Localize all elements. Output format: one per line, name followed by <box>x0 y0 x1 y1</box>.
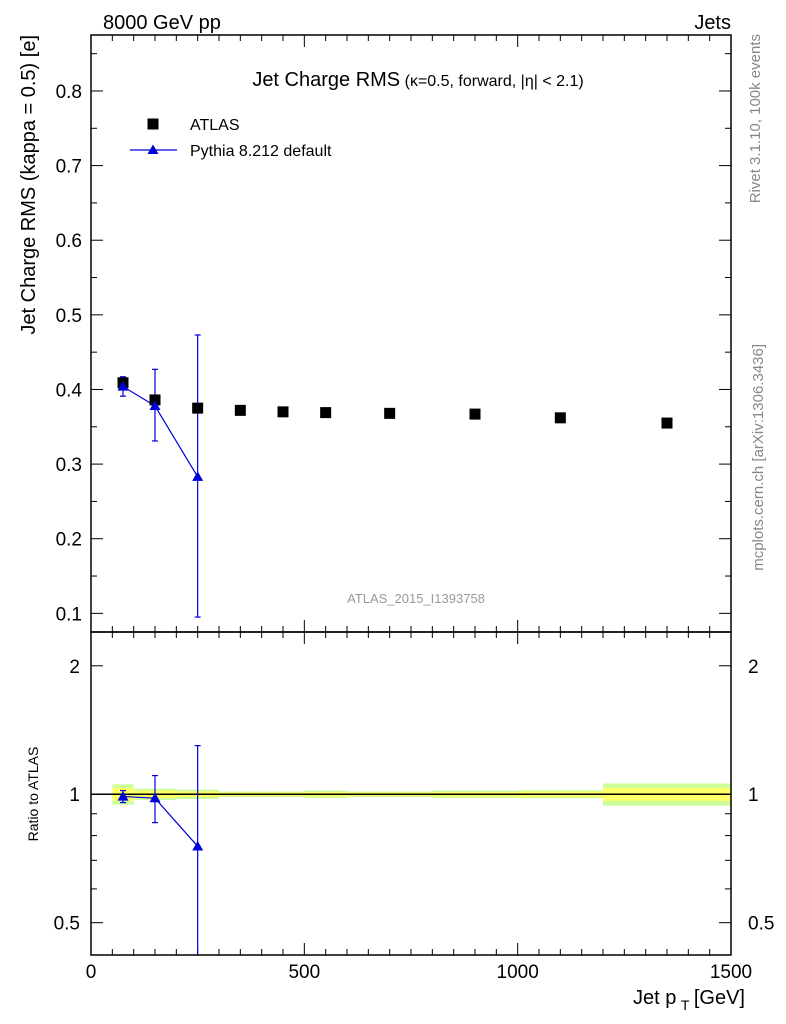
legend-label-pythia: Pythia 8.212 default <box>190 143 332 160</box>
header-left: 8000 GeV pp <box>103 12 221 34</box>
ratio-y-tick-labels: 0.5 0.5 1 1 2 2 <box>54 657 775 935</box>
plot-title-main: Jet Charge RMS <box>252 69 400 91</box>
ratio-y-tick-label-right: 2 <box>748 657 759 678</box>
ratio-y-tick-label-right: 0.5 <box>748 914 774 935</box>
ratio-y-tick-label: 1 <box>69 785 80 806</box>
pythia-data-point <box>117 380 129 391</box>
main-y-tick-label: 0.1 <box>56 604 82 625</box>
main-panel: 0.1 0.2 0.3 0.4 0.5 0.6 0.7 0.8 Jet Charge RMS … <box>18 34 732 633</box>
main-y-tick-label: 0.3 <box>56 455 82 476</box>
ratio-pythia-point <box>117 790 129 801</box>
atlas-data-point <box>149 394 161 406</box>
ratio-data-layer <box>117 745 204 955</box>
ratio-y-tick-label: 0.5 <box>54 914 80 935</box>
legend-marker-pythia <box>147 144 159 154</box>
atlas-data-point <box>192 402 204 414</box>
main-y-tick-label: 0.6 <box>56 231 82 252</box>
ratio-panel: 0.5 0.5 1 1 2 2 0 500 1000 1500 Ratio to ATLAS J… <box>25 631 775 1014</box>
main-axis-ticks <box>90 35 732 632</box>
ratio-y-axis-label: Ratio to ATLAS <box>25 747 41 842</box>
main-y-tick-labels: 0.1 0.2 0.3 0.4 0.5 0.6 0.7 0.8 <box>56 82 83 625</box>
ratio-pythia-point <box>192 840 204 851</box>
x-tick-label: 1000 <box>497 962 539 983</box>
x-tick-label: 1500 <box>710 962 752 983</box>
x-tick-label: 0 <box>86 962 97 983</box>
atlas-data-point <box>277 406 289 418</box>
watermark-analysis-id: ATLAS_2015_I1393758 <box>347 591 485 606</box>
legend-marker-atlas <box>147 118 159 130</box>
ratio-axis-ticks <box>90 632 732 955</box>
legend-label-atlas: ATLAS <box>190 117 240 134</box>
atlas-data-point <box>384 407 396 419</box>
main-y-tick-label: 0.2 <box>56 530 82 551</box>
side-label-bottom: mcplots.cern.ch [arXiv:1306.3436] <box>750 344 767 571</box>
atlas-data-point <box>469 408 481 420</box>
plot-title-sub: (κ=0.5, forward, |η| < 2.1) <box>405 73 584 90</box>
x-axis-label-unit: [GeV] <box>694 987 745 1009</box>
main-data-layer <box>117 334 673 618</box>
atlas-data-point <box>554 412 566 424</box>
atlas-data-point <box>661 417 673 429</box>
main-y-tick-label: 0.8 <box>56 82 82 103</box>
main-y-tick-label: 0.7 <box>56 157 82 178</box>
ratio-pythia-line <box>122 795 199 847</box>
pythia-data-point <box>192 471 204 481</box>
legend: ATLAS Pythia 8.212 default <box>130 117 332 160</box>
main-y-axis-label: Jet Charge RMS (kappa = 0.5) [e] <box>18 35 40 335</box>
x-axis-label: Jet p T [GeV] <box>633 987 745 1014</box>
pythia-data-point <box>149 400 161 411</box>
x-tick-label: 500 <box>288 962 320 983</box>
x-tick-labels: 0 500 1000 1500 <box>86 962 752 983</box>
plot-title: Jet Charge RMS (κ=0.5, forward, |η| < 2.… <box>252 69 583 91</box>
x-axis-label-main: Jet p <box>633 987 676 1009</box>
header-right: Jets <box>694 12 731 34</box>
x-axis-label-sub: T <box>681 997 690 1013</box>
ratio-y-tick-label: 2 <box>69 657 80 678</box>
side-label-top: Rivet 3.1.10, 100k events <box>747 34 764 203</box>
atlas-data-point <box>234 404 246 416</box>
main-y-tick-label: 0.5 <box>56 306 82 327</box>
main-y-tick-label: 0.4 <box>56 380 83 401</box>
ratio-y-tick-label-right: 1 <box>748 785 759 806</box>
atlas-data-point <box>320 407 332 419</box>
ratio-pythia-point <box>149 792 161 803</box>
ratio-frame <box>90 631 732 956</box>
main-frame <box>90 34 732 633</box>
